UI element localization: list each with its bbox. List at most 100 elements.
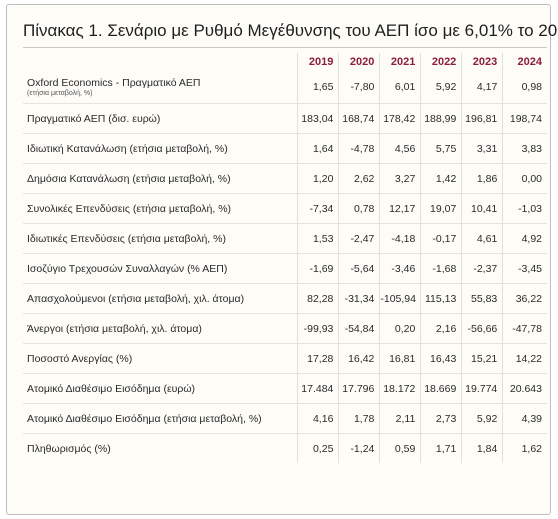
value-cell: -3,46: [379, 253, 421, 284]
row-label-cell: Συνολικές Επενδύσεις (ετήσια μεταβολή, %…: [23, 193, 298, 224]
value-cell: 183,04: [297, 103, 339, 134]
value-cell: -1,69: [297, 253, 339, 284]
value-cell: 5,75: [420, 133, 462, 164]
value-cell: 0,78: [338, 193, 380, 224]
row-label: Δημόσια Κατανάλωση (ετήσια μεταβολή, %): [27, 172, 231, 185]
value-cell: 16,81: [379, 343, 421, 374]
value-cell: -7,34: [297, 193, 339, 224]
year-header: 2019: [297, 53, 339, 71]
row-label-cell: Δημόσια Κατανάλωση (ετήσια μεταβολή, %): [23, 163, 298, 194]
value-cell: 1,78: [338, 403, 380, 434]
value-cell: -0,17: [420, 223, 462, 254]
value-cell: -54,84: [338, 313, 380, 344]
value-cell: -5,64: [338, 253, 380, 284]
value-cell: 17.484: [297, 373, 339, 404]
table-row: Ατομικό Διαθέσιμο Εισόδημα (ετήσια μεταβ…: [23, 403, 547, 434]
value-cell: 115,13: [420, 283, 462, 314]
row-label: Απασχολούμενοι (ετήσια μεταβολή, χιλ. άτ…: [27, 292, 245, 305]
value-cell: 4,16: [297, 403, 339, 434]
value-cell: 1,20: [297, 163, 339, 194]
value-cell: 10,41: [461, 193, 503, 224]
value-cell: 1,53: [297, 223, 339, 254]
value-cell: -7,80: [338, 71, 380, 104]
value-cell: 12,17: [379, 193, 421, 224]
value-cell: 198,74: [502, 103, 547, 134]
value-cell: 18.172: [379, 373, 421, 404]
value-cell: 6,01: [379, 71, 421, 104]
value-cell: -2,47: [338, 223, 380, 254]
value-cell: 3,83: [502, 133, 547, 164]
row-label: Ποσοστό Ανεργίας (%): [27, 352, 133, 365]
value-cell: 1,86: [461, 163, 503, 194]
value-cell: -1,24: [338, 433, 380, 463]
value-cell: 1,64: [297, 133, 339, 164]
table-row: Συνολικές Επενδύσεις (ετήσια μεταβολή, %…: [23, 193, 547, 224]
row-label-cell: Ιδιωτική Κατανάλωση (ετήσια μεταβολή, %): [23, 133, 298, 164]
row-label: Ισοζύγιο Τρεχουσών Συναλλαγών (% ΑΕΠ): [27, 262, 228, 275]
value-cell: -105,94: [379, 283, 421, 314]
value-cell: 0,25: [297, 433, 339, 463]
value-cell: 5,92: [420, 71, 462, 104]
row-label: Άνεργοι (ετήσια μεταβολή, χιλ. άτομα): [27, 322, 202, 335]
value-cell: 17.796: [338, 373, 380, 404]
value-cell: -1,03: [502, 193, 547, 224]
row-label-cell: Ατομικό Διαθέσιμο Εισόδημα (ευρώ): [23, 373, 298, 404]
value-cell: 5,92: [461, 403, 503, 434]
value-cell: -31,34: [338, 283, 380, 314]
row-label: Ατομικό Διαθέσιμο Εισόδημα (ετήσια μεταβ…: [27, 412, 262, 425]
value-cell: 1,62: [502, 433, 547, 463]
value-cell: -3,45: [502, 253, 547, 284]
value-cell: 36,22: [502, 283, 547, 314]
value-cell: 178,42: [379, 103, 421, 134]
row-label-cell: Ατομικό Διαθέσιμο Εισόδημα (ετήσια μεταβ…: [23, 403, 298, 434]
row-label: Πληθωρισμός (%): [27, 442, 111, 455]
header-row: 2019 2020 2021 2022 2023 2024: [23, 53, 547, 71]
table-row: Άνεργοι (ετήσια μεταβολή, χιλ. άτομα) -99…: [23, 313, 547, 344]
value-cell: 4,39: [502, 403, 547, 434]
value-cell: 15,21: [461, 343, 503, 374]
row-label: Oxford Economics - Πραγματικό ΑΕΠ: [27, 76, 201, 89]
value-cell: 0,00: [502, 163, 547, 194]
value-cell: 2,16: [420, 313, 462, 344]
value-cell: 1,65: [297, 71, 339, 104]
value-cell: 0,20: [379, 313, 421, 344]
value-cell: 19.774: [461, 373, 503, 404]
title-divider: [23, 47, 547, 48]
row-label-cell: Απασχολούμενοι (ετήσια μεταβολή, χιλ. άτ…: [23, 283, 298, 314]
value-cell: 196,81: [461, 103, 503, 134]
value-cell: 2,62: [338, 163, 380, 194]
value-cell: 16,43: [420, 343, 462, 374]
value-cell: 17,28: [297, 343, 339, 374]
row-label: Ιδιωτικές Επενδύσεις (ετήσια μεταβολή, %…: [27, 232, 226, 245]
row-sublabel: (ετήσια μεταβολή, %): [27, 89, 93, 97]
value-cell: 14,22: [502, 343, 547, 374]
table-row: Πληθωρισμός (%) 0,25 -1,24 0,59 1,71 1,84 1,62: [23, 433, 547, 463]
row-label-cell: Ισοζύγιο Τρεχουσών Συναλλαγών (% ΑΕΠ): [23, 253, 298, 284]
value-cell: 4,61: [461, 223, 503, 254]
page-title: Πίνακας 1. Σενάριο με Ρυθμό Μεγέθυνσης τ…: [23, 21, 558, 40]
value-cell: 2,11: [379, 403, 421, 434]
table-row: Ισοζύγιο Τρεχουσών Συναλλαγών (% ΑΕΠ) -1,…: [23, 253, 547, 284]
value-cell: 188,99: [420, 103, 462, 134]
value-cell: 55,83: [461, 283, 503, 314]
row-label-cell: Πραγματικό ΑΕΠ (δισ. ευρώ): [23, 103, 298, 134]
value-cell: 1,42: [420, 163, 462, 194]
table-card: Πίνακας 1. Σενάριο με Ρυθμό Μεγέθυνσης τ…: [6, 4, 558, 515]
table-row: Ιδιωτική Κατανάλωση (ετήσια μεταβολή, %)…: [23, 133, 547, 164]
row-label: Πραγματικό ΑΕΠ (δισ. ευρώ): [27, 112, 161, 125]
row-label-cell: Πληθωρισμός (%): [23, 433, 298, 463]
value-cell: -4,18: [379, 223, 421, 254]
row-label: Ιδιωτική Κατανάλωση (ετήσια μεταβολή, %): [27, 142, 228, 155]
year-header: 2023: [461, 53, 503, 71]
value-cell: 3,31: [461, 133, 503, 164]
table-row: Oxford Economics - Πραγματικό ΑΕΠ (ετήσια…: [23, 71, 547, 104]
value-cell: -1,68: [420, 253, 462, 284]
year-header: 2024: [502, 53, 547, 71]
value-cell: -47,78: [502, 313, 547, 344]
value-cell: 0,59: [379, 433, 421, 463]
value-cell: 1,84: [461, 433, 503, 463]
row-label: Ατομικό Διαθέσιμο Εισόδημα (ευρώ): [27, 382, 196, 395]
table-row: Δημόσια Κατανάλωση (ετήσια μεταβολή, %) 1…: [23, 163, 547, 194]
value-cell: 4,56: [379, 133, 421, 164]
table-row: Πραγματικό ΑΕΠ (δισ. ευρώ) 183,04 168,74 17…: [23, 103, 547, 134]
